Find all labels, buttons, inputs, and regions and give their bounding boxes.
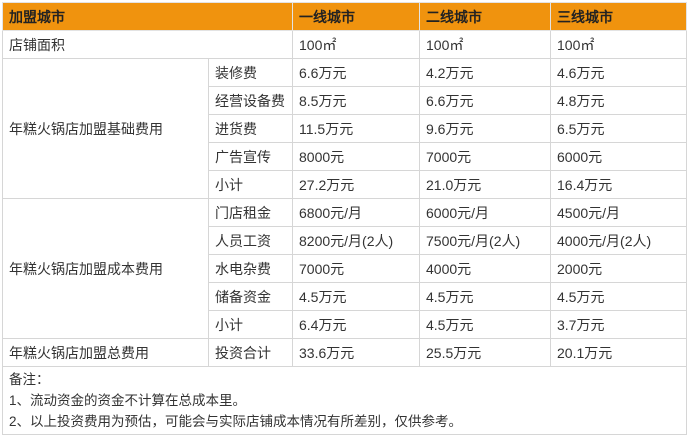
value-cell: 4.6万元 xyxy=(550,58,687,87)
value-cell: 8200元/月(2人) xyxy=(292,226,420,255)
value-cell: 4.5万元 xyxy=(550,282,687,311)
value-cell: 4.2万元 xyxy=(419,58,551,87)
subitem-label: 小计 xyxy=(208,310,293,339)
value-cell: 6.4万元 xyxy=(292,310,420,339)
value-cell: 4.5万元 xyxy=(419,310,551,339)
table-row: 年糕火锅店加盟成本费用 门店租金 6800元/月 6000元/月 4500元/月 xyxy=(2,198,687,339)
value-cell: 21.0万元 xyxy=(419,170,551,199)
value-cell: 6000元/月 xyxy=(419,198,551,227)
header-cell-tier1: 一线城市 xyxy=(292,2,420,31)
note-line-2: 2、以上投资费用为预估，可能会与实际店铺成本情况有所差别，仅供参考。 xyxy=(9,414,463,429)
value-cell: 100㎡ xyxy=(550,30,687,59)
value-cell: 100㎡ xyxy=(419,30,551,59)
table-row-subtotal: 小计 6.4万元 4.5万元 3.7万元 xyxy=(3,310,687,339)
table-row-shop-area: 店铺面积 100㎡ 100㎡ 100㎡ xyxy=(2,30,687,59)
value-cell: 4.8万元 xyxy=(550,86,687,115)
table-row: 储备资金 4.5万元 4.5万元 4.5万元 xyxy=(3,282,687,311)
value-cell: 7000元 xyxy=(419,142,551,171)
category-cell-basic-fees: 年糕火锅店加盟基础费用 xyxy=(2,58,209,199)
value-cell: 7000元 xyxy=(292,254,420,283)
table-row: 进货费 11.5万元 9.6万元 6.5万元 xyxy=(3,114,687,143)
value-cell: 4000元/月(2人) xyxy=(550,226,687,255)
value-cell: 6800元/月 xyxy=(292,198,420,227)
value-cell: 2000元 xyxy=(550,254,687,283)
value-cell: 100㎡ xyxy=(292,30,420,59)
value-cell: 6.5万元 xyxy=(550,114,687,143)
value-cell: 4500元/月 xyxy=(550,198,687,227)
value-cell: 6000元 xyxy=(550,142,687,171)
subitem-label: 门店租金 xyxy=(208,198,293,227)
table-row: 广告宣传 8000元 7000元 6000元 xyxy=(3,142,687,171)
header-cell-city: 加盟城市 xyxy=(2,2,293,31)
value-cell: 16.4万元 xyxy=(550,170,687,199)
value-cell: 4.5万元 xyxy=(419,282,551,311)
category-cell-total-fees: 年糕火锅店加盟总费用 xyxy=(2,338,209,367)
value-cell: 9.6万元 xyxy=(419,114,551,143)
subitem-label: 人员工资 xyxy=(208,226,293,255)
subitem-label: 装修费 xyxy=(208,58,293,87)
value-cell-total-tier1: 33.6万元 xyxy=(292,338,420,367)
row-label: 店铺面积 xyxy=(2,30,293,59)
table-row: 水电杂费 7000元 4000元 2000元 xyxy=(3,254,687,283)
note-line-1: 1、流动资金的资金不计算在总成本里。 xyxy=(9,393,247,408)
table-row: 年糕火锅店加盟基础费用 装修费 6.6万元 4.2万元 4.6万元 xyxy=(2,58,687,199)
table-row-subtotal: 小计 27.2万元 21.0万元 16.4万元 xyxy=(3,170,687,199)
value-cell: 3.7万元 xyxy=(550,310,687,339)
subitem-label: 广告宣传 xyxy=(208,142,293,171)
value-cell-total-tier2: 25.5万元 xyxy=(419,338,551,367)
table-row-total: 年糕火锅店加盟总费用 投资合计 33.6万元 25.5万元 20.1万元 xyxy=(2,338,687,367)
notes-title: 备注： xyxy=(9,372,50,387)
subitem-label: 投资合计 xyxy=(208,338,293,367)
subitem-label: 储备资金 xyxy=(208,282,293,311)
subitem-label: 水电杂费 xyxy=(208,254,293,283)
value-cell: 7500元/月(2人) xyxy=(419,226,551,255)
table-header-row: 加盟城市 一线城市 二线城市 三线城市 xyxy=(2,2,687,31)
subitem-label: 小计 xyxy=(208,170,293,199)
value-cell-total-tier3: 20.1万元 xyxy=(550,338,687,367)
table-row-notes: 备注： 1、流动资金的资金不计算在总成本里。 2、以上投资费用为预估，可能会与实… xyxy=(2,366,687,435)
value-cell: 27.2万元 xyxy=(292,170,420,199)
value-cell: 4000元 xyxy=(419,254,551,283)
subitem-label: 经营设备费 xyxy=(208,86,293,115)
value-cell: 6.6万元 xyxy=(292,58,420,87)
notes-cell: 备注： 1、流动资金的资金不计算在总成本里。 2、以上投资费用为预估，可能会与实… xyxy=(2,366,687,435)
table-row: 经营设备费 8.5万元 6.6万元 4.8万元 xyxy=(3,86,687,115)
value-cell: 8000元 xyxy=(292,142,420,171)
value-cell: 6.6万元 xyxy=(419,86,551,115)
table-row: 人员工资 8200元/月(2人) 7500元/月(2人) 4000元/月(2人) xyxy=(3,226,687,255)
value-cell: 11.5万元 xyxy=(292,114,420,143)
subitem-label: 进货费 xyxy=(208,114,293,143)
value-cell: 8.5万元 xyxy=(292,86,420,115)
header-cell-tier3: 三线城市 xyxy=(550,2,687,31)
category-cell-operating-fees: 年糕火锅店加盟成本费用 xyxy=(2,198,209,339)
value-cell: 4.5万元 xyxy=(292,282,420,311)
header-cell-tier2: 二线城市 xyxy=(419,2,551,31)
